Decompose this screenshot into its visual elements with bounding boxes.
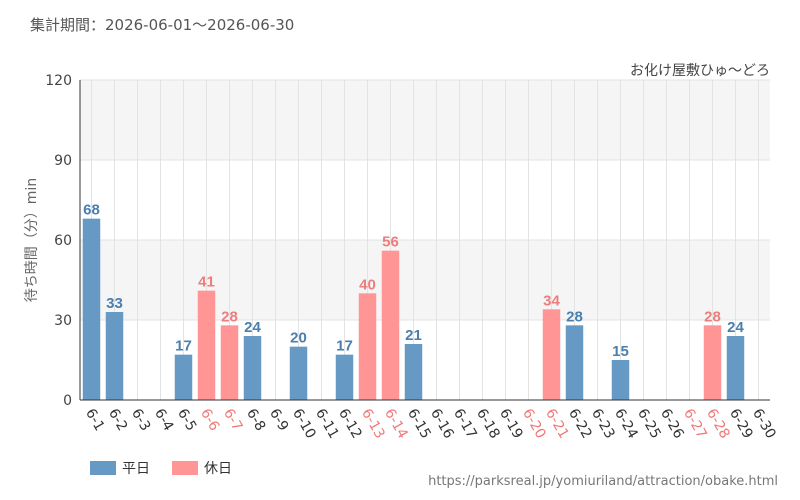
- plot-band: [80, 80, 770, 160]
- x-tick-labels: 6-16-26-36-46-56-66-76-86-96-106-116-126…: [82, 406, 779, 442]
- y-tick-labels: 0 30 60 90 120: [45, 73, 72, 409]
- x-tick-label-6-29: 6-29: [726, 406, 756, 442]
- x-tick-label-6-27: 6-27: [680, 406, 710, 442]
- x-tick-label-6-16: 6-16: [427, 406, 457, 442]
- bar-6-7[interactable]: [220, 325, 239, 400]
- bar-6-5[interactable]: [174, 354, 193, 400]
- x-tick-label-6-19: 6-19: [496, 406, 526, 442]
- x-tick-label-6-7: 6-7: [220, 406, 245, 434]
- x-tick-label-6-1: 6-1: [82, 406, 107, 434]
- bar-6-13[interactable]: [358, 293, 377, 400]
- y-tick-label: 0: [63, 393, 72, 409]
- bar-6-22[interactable]: [565, 325, 584, 400]
- x-tick-label-6-14: 6-14: [381, 406, 411, 442]
- bars: [82, 218, 745, 400]
- legend: 平日 休日: [90, 458, 254, 478]
- data-label-6-8: 24: [244, 319, 261, 336]
- x-tick-label-6-12: 6-12: [335, 406, 365, 442]
- y-tick-label: 60: [54, 233, 72, 249]
- x-tick-label-6-28: 6-28: [703, 406, 733, 442]
- x-tick-label-6-2: 6-2: [105, 406, 130, 434]
- y-tick-label: 90: [54, 153, 72, 169]
- x-tick-label-6-5: 6-5: [174, 406, 199, 434]
- x-tick-label-6-20: 6-20: [519, 406, 549, 442]
- bar-6-28[interactable]: [703, 325, 722, 400]
- x-tick-label-6-10: 6-10: [289, 406, 319, 442]
- x-tick-label-6-24: 6-24: [611, 406, 641, 442]
- data-labels: 68 33 17 41 28 24 20 17 40 56 21 34 28 15 28 24: [83, 202, 744, 360]
- bar-6-21[interactable]: [542, 309, 561, 400]
- x-tick-label-6-22: 6-22: [565, 406, 595, 442]
- x-tick-label-6-17: 6-17: [450, 406, 480, 442]
- data-label-6-1: 68: [83, 202, 100, 219]
- plot-band: [80, 240, 770, 320]
- data-label-6-2: 33: [106, 295, 123, 312]
- bar-6-8[interactable]: [243, 336, 262, 400]
- data-label-6-7: 28: [221, 308, 238, 325]
- data-label-6-6: 41: [198, 274, 215, 291]
- chart-title: お化け屋敷ひゅ～どろ: [630, 63, 770, 79]
- bar-6-10[interactable]: [289, 346, 308, 400]
- bar-6-29[interactable]: [726, 336, 745, 400]
- bar-6-6[interactable]: [197, 290, 216, 400]
- bar-6-14[interactable]: [381, 250, 400, 400]
- bar-6-1[interactable]: [82, 218, 101, 400]
- data-label-6-13: 40: [359, 276, 376, 293]
- data-label-6-29: 24: [727, 319, 744, 336]
- bar-6-2[interactable]: [105, 312, 124, 400]
- x-tick-label-6-21: 6-21: [542, 406, 572, 442]
- data-label-6-10: 20: [290, 330, 307, 347]
- x-tick-label-6-30: 6-30: [749, 406, 779, 442]
- data-label-6-12: 17: [336, 338, 353, 355]
- legend-label-weekday: 平日: [122, 461, 150, 477]
- x-tick-label-6-3: 6-3: [128, 406, 153, 434]
- x-tick-label-6-9: 6-9: [266, 406, 291, 434]
- bar-6-15[interactable]: [404, 344, 423, 400]
- bar-6-24[interactable]: [611, 360, 630, 400]
- x-tick-label-6-23: 6-23: [588, 406, 618, 442]
- data-label-6-22: 28: [566, 308, 583, 325]
- bar-6-12[interactable]: [335, 354, 354, 400]
- y-tick-label: 120: [45, 73, 72, 89]
- x-tick-label-6-4: 6-4: [151, 406, 176, 434]
- y-axis-label: 待ち時間（分）min: [24, 178, 40, 302]
- data-label-6-28: 28: [704, 308, 721, 325]
- x-tick-label-6-13: 6-13: [358, 406, 388, 442]
- y-tick-label: 30: [54, 313, 72, 329]
- x-tick-label-6-15: 6-15: [404, 406, 434, 442]
- data-label-6-21: 34: [543, 292, 560, 309]
- x-tick-label-6-11: 6-11: [312, 406, 342, 442]
- x-tick-label-6-26: 6-26: [657, 406, 687, 442]
- x-tick-label-6-25: 6-25: [634, 406, 664, 442]
- axes: [79, 80, 770, 401]
- period-label: 集計期間：2026-06-01～2026-06-30: [30, 16, 295, 34]
- legend-swatch-holiday: [172, 461, 198, 475]
- x-tick-label-6-18: 6-18: [473, 406, 503, 442]
- plot-bands: [80, 80, 770, 320]
- data-label-6-5: 17: [175, 338, 192, 355]
- x-tick-label-6-6: 6-6: [197, 406, 222, 434]
- data-label-6-14: 56: [382, 234, 399, 251]
- legend-label-holiday: 休日: [204, 461, 232, 477]
- data-label-6-15: 21: [405, 327, 422, 344]
- legend-swatch-weekday: [90, 461, 116, 475]
- x-tick-label-6-8: 6-8: [243, 406, 268, 434]
- legend-item-holiday: 休日: [172, 458, 232, 478]
- source-url[interactable]: https://parksreal.jp/yomiuriland/attract…: [428, 474, 778, 489]
- legend-item-weekday: 平日: [90, 458, 150, 478]
- data-label-6-24: 15: [612, 343, 629, 360]
